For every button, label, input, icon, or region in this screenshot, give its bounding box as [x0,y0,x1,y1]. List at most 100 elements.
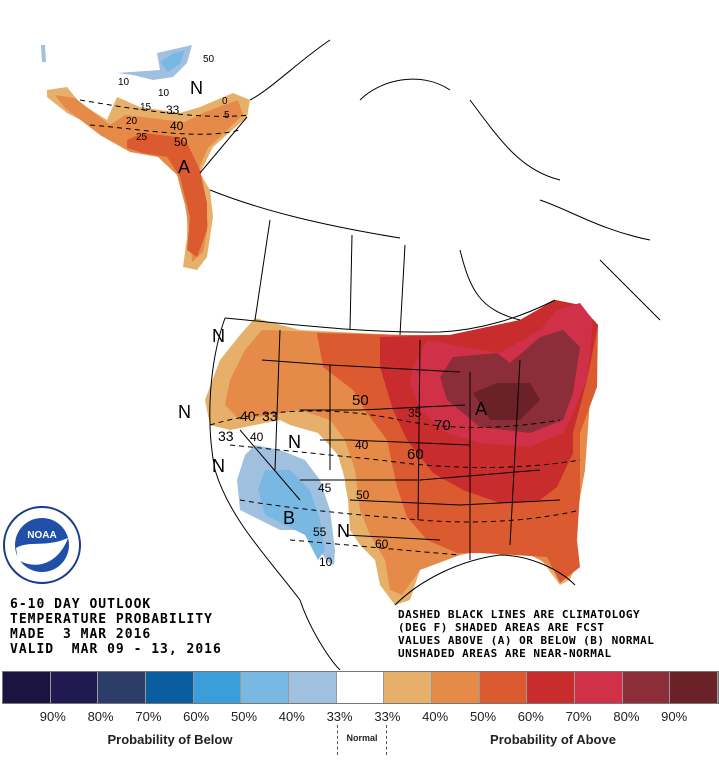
ak-label: 20 [126,116,138,127]
state-lines [239,329,561,560]
below-40-region [258,470,325,560]
outlook-title: 6-10 DAY OUTLOOK [10,597,152,612]
ak-below-33-region [117,45,192,80]
climatology-isotherms [79,99,581,556]
label-value: 45 [318,481,332,495]
label-value: 33 [218,428,234,444]
made-date: MADE 3 MAR 2016 [10,627,152,642]
legend-label: 33% [374,709,401,724]
map-notes: DASHED BLACK LINES ARE CLIMATOLOGY (DEG F… [398,608,654,660]
legend-label: 80% [87,709,114,724]
above-90-region [473,383,540,420]
legend-label: 80% [613,709,640,724]
label-normal: N [212,456,225,476]
above-80-region [440,330,580,433]
valid-dates: VALID MAR 09 - 13, 2016 [10,642,222,657]
label-normal: N [212,326,225,346]
ak-label: 50 [203,54,215,65]
legend-swatch [575,672,623,703]
legend-label: 70% [565,709,592,724]
legend-label: 70% [135,709,162,724]
legend-swatch [670,672,719,703]
canada-coastline [249,39,661,321]
legend-swatch [50,672,99,703]
probability-legend-bar [2,671,719,704]
note-line: UNSHADED AREAS ARE NEAR-NORMAL [398,647,612,660]
legend-swatch [241,672,290,703]
note-line: DASHED BLACK LINES ARE CLIMATOLOGY [398,608,641,621]
west-coast [209,317,341,670]
legend-swatch [146,672,194,703]
ak-label: 50 [174,135,188,149]
alaska-labels: N 10 15 20 33 25 40 50 A 0 5 50 10 [118,54,230,177]
legend-label: 40% [422,709,449,724]
legend-swatch [289,672,337,703]
label-value: 50 [352,392,369,409]
legend-swatch [3,672,51,703]
us-canada-border [224,299,556,333]
ak-above-50-region [127,133,207,257]
legend-swatch [527,672,576,703]
label-normal: N [178,402,191,422]
legend-swatch [384,672,433,703]
conus-shading [205,300,598,605]
normal-divider-left [337,725,338,755]
gulf-coast [394,554,576,606]
outlook-subtitle: TEMPERATURE PROBABILITY [10,612,214,627]
ak-label: 33 [166,103,180,117]
legend-swatch [193,672,242,703]
legend-swatch [336,672,385,703]
canada-province-lines [209,189,521,336]
ak-above-40-region [55,95,243,262]
legend-swatch [432,672,480,703]
legend-label: 33% [326,709,353,724]
noaa-logo: NOAA [3,506,81,584]
probability-above-caption: Probability of Above [490,732,616,747]
legend-label: 40% [278,709,305,724]
legend-swatch [98,672,147,703]
ak-label: 10 [118,77,130,88]
ak-below-33-strip [41,45,46,62]
label-normal: N [337,521,350,541]
ak-label: 0 [222,96,228,107]
ak-label: 10 [158,88,170,99]
probability-below-caption: Probability of Below [107,732,233,747]
ak-label-normal: N [190,78,203,98]
boundaries [79,39,661,670]
legend-label: 50% [469,709,497,724]
label-value: 60 [407,446,424,463]
label-value: 70 [434,417,451,434]
conus-labels: N N N N N 40 33 33 40 50 35 70 40 60 45 … [178,326,487,569]
label-value: 50 [356,488,370,502]
label-value: 10 [319,555,333,569]
label-value: 40 [355,438,369,452]
label-above: A [475,399,487,419]
legend-label: 60% [517,709,544,724]
legend-label: 90% [661,709,688,724]
label-value: 40 [250,430,264,444]
label-value: 33 [262,408,278,424]
normal-caption: Normal [346,733,378,743]
note-line: VALUES ABOVE (A) OR BELOW (B) NORMAL [398,634,655,647]
ak-label: 25 [136,132,148,143]
label-below: B [283,508,295,528]
note-line: (DEG F) SHADED AREAS ARE FCST [398,621,605,634]
label-value: 40 [240,408,256,424]
alaska-canada-border [199,116,248,174]
outlook-map: N 10 15 20 33 25 40 50 A 0 5 50 10 N N N… [3,39,661,670]
ak-below-40-region [160,50,185,72]
legend-swatch [622,672,671,703]
ak-label: 5 [224,110,230,121]
normal-divider-right [386,725,387,755]
legend-label: 60% [183,709,210,724]
label-normal: N [288,432,301,452]
noaa-logo-text: NOAA [27,530,56,541]
legend-swatch [479,672,528,703]
ak-label: 15 [140,102,152,113]
label-value: 55 [313,525,327,539]
label-value: 60 [375,537,389,551]
outlook-title-block: 6-10 DAY OUTLOOK TEMPERATURE PROBABILITY M… [10,597,222,657]
label-value: 35 [408,406,422,420]
legend-label: 90% [39,709,66,724]
